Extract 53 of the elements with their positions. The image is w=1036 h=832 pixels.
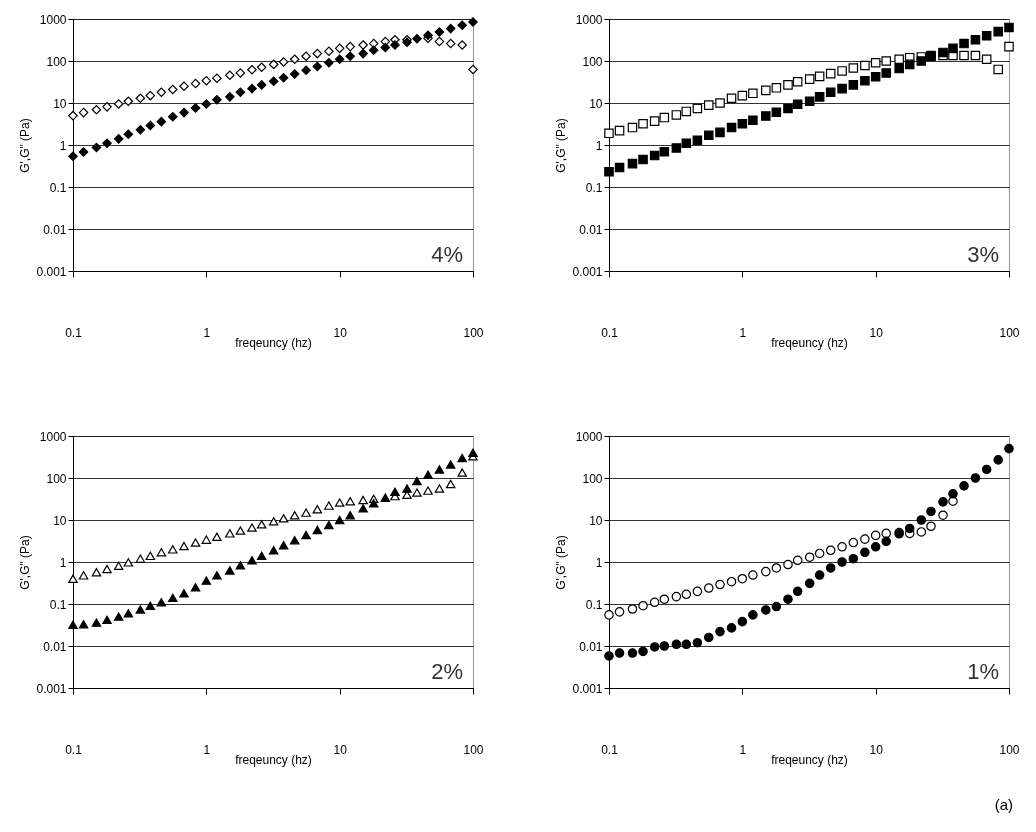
y-tick-label: 1 (595, 138, 603, 153)
y-tick-label: 100 (582, 54, 603, 69)
x-tick-label: 100 (463, 742, 484, 757)
y-axis-title: G',G" (Pa) (18, 535, 33, 590)
y-tick-label: 0.001 (36, 681, 67, 696)
y-tick-label: 10 (53, 513, 67, 528)
x-tick-label: 1 (203, 325, 211, 340)
y-tick-label: 1000 (39, 429, 67, 444)
y-tick-label: 0.1 (585, 597, 603, 612)
y-tick-label: 0.001 (572, 264, 603, 279)
y-tick-label: 1 (59, 555, 67, 570)
y-tick-label: 100 (46, 54, 67, 69)
y-tick-label: 0.01 (43, 639, 67, 654)
x-axis-title: freqeuncy (hz) (771, 752, 848, 767)
annotation: 2% (431, 659, 463, 684)
annotation: 4% (431, 242, 463, 267)
y-tick-label: 0.01 (579, 222, 603, 237)
x-axis-title: freqeuncy (hz) (235, 335, 312, 350)
text: (a) (994, 796, 1013, 813)
y-tick-label: 0.1 (49, 597, 67, 612)
annotation: 1% (967, 659, 999, 684)
x-tick-label: 1 (739, 325, 747, 340)
x-tick-label: 100 (999, 325, 1020, 340)
y-tick-label: 0.001 (572, 681, 603, 696)
y-axis-title: G',G" (Pa) (554, 118, 569, 173)
y-axis-title: G',G" (Pa) (18, 118, 33, 173)
x-tick-label: 1 (739, 742, 747, 757)
x-tick-label: 1 (203, 742, 211, 757)
y-tick-label: 10 (589, 96, 603, 111)
x-tick-label: 100 (463, 325, 484, 340)
y-tick-label: 1000 (575, 429, 603, 444)
y-tick-label: 0.01 (579, 639, 603, 654)
x-tick-label: 100 (999, 742, 1020, 757)
y-tick-label: 100 (46, 471, 67, 486)
y-tick-label: 1 (59, 138, 67, 153)
y-tick-label: 1 (595, 555, 603, 570)
y-axis-title: G',G" (Pa) (554, 535, 569, 590)
x-tick-label: 10 (869, 325, 884, 340)
y-tick-label: 1000 (575, 12, 603, 27)
y-tick-label: 1000 (39, 12, 67, 27)
x-axis-title: freqeuncy (hz) (771, 335, 848, 350)
x-tick-label: 10 (869, 742, 884, 757)
y-tick-label: 0.1 (49, 180, 67, 195)
y-tick-label: 0.01 (43, 222, 67, 237)
x-tick-label: 10 (333, 325, 348, 340)
y-tick-label: 100 (582, 471, 603, 486)
y-tick-label: 10 (53, 96, 67, 111)
y-tick-label: 0.001 (36, 264, 67, 279)
annotation: 3% (967, 242, 999, 267)
x-tick-label: 10 (333, 742, 348, 757)
y-tick-label: 0.1 (585, 180, 603, 195)
y-tick-label: 10 (589, 513, 603, 528)
x-axis-title: freqeuncy (hz) (235, 752, 312, 767)
